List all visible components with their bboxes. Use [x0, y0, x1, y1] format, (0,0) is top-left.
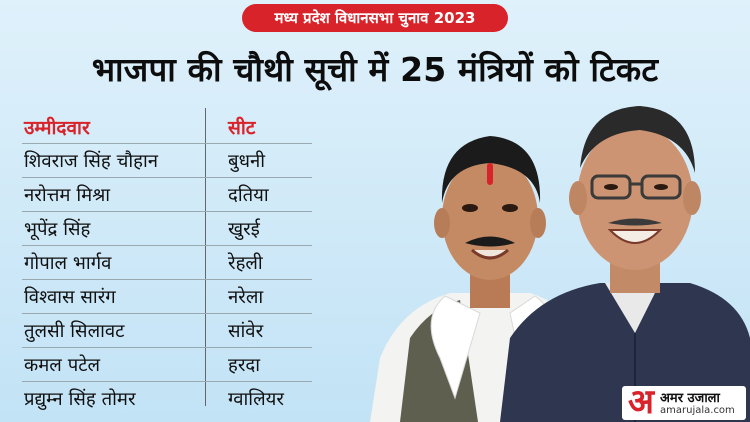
portrait-right: [500, 106, 750, 422]
logo-url: amarujala.com: [660, 405, 735, 416]
seat-name: हरदा: [228, 355, 261, 376]
table-row: शिवराज सिंह चौहान बुधनी: [22, 144, 312, 178]
table-row: गोपाल भार्गव रेहली: [22, 246, 312, 280]
candidate-name: गोपाल भार्गव: [24, 253, 112, 274]
table-row: विश्वास सारंग नरेला: [22, 280, 312, 314]
candidate-name: तुलसी सिलावट: [24, 321, 125, 342]
candidate-name: विश्वास सारंग: [24, 287, 116, 308]
table-header-row: उम्मीदवार सीट: [22, 110, 312, 144]
candidate-name: प्रद्युम्न सिंह तोमर: [24, 389, 136, 410]
candidate-table: उम्मीदवार सीट शिवराज सिंह चौहान बुधनी नर…: [22, 110, 312, 416]
seat-name: रेहली: [228, 253, 263, 274]
candidate-name: भूपेंद्र सिंह: [24, 219, 91, 240]
headline: भाजपा की चौथी सूची में 25 मंत्रियों को ट…: [91, 50, 659, 89]
seat-name: सांवेर: [228, 321, 264, 342]
candidate-name: कमल पटेल: [24, 355, 101, 376]
seat-name: नरेला: [228, 287, 264, 308]
table-row: भूपेंद्र सिंह खुरई: [22, 212, 312, 246]
logo-mark: अ: [628, 382, 654, 422]
seat-name: ग्वालियर: [228, 389, 284, 410]
amar-ujala-logo: अ अमर उजाला amarujala.com: [622, 382, 746, 422]
seat-name: दतिया: [228, 185, 269, 206]
column-divider: [205, 108, 206, 406]
table-row: कमल पटेल हरदा: [22, 348, 312, 382]
table-row: तुलसी सिलावट सांवेर: [22, 314, 312, 348]
logo-name: अमर उजाला: [660, 391, 720, 406]
table-row: प्रद्युम्न सिंह तोमर ग्वालियर: [22, 382, 312, 416]
table-row: नरोत्तम मिश्रा दतिया: [22, 178, 312, 212]
seat-name: बुधनी: [228, 151, 266, 172]
header-candidate: उम्मीदवार: [24, 117, 90, 139]
header-seat: सीट: [228, 117, 256, 139]
candidate-name: नरोत्तम मिश्रा: [24, 185, 111, 206]
seat-name: खुरई: [228, 219, 260, 240]
candidate-name: शिवराज सिंह चौहान: [24, 151, 159, 172]
election-badge: मध्य प्रदेश विधानसभा चुनाव 2023: [242, 4, 508, 32]
